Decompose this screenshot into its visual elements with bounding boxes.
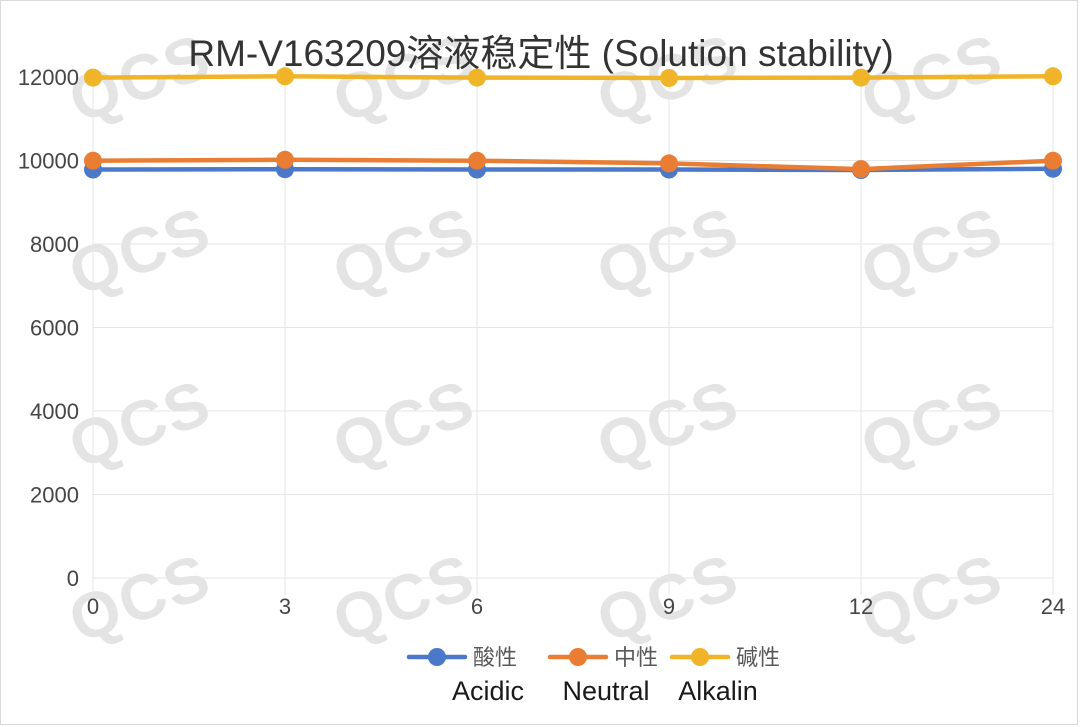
svg-text:9: 9: [663, 594, 675, 619]
svg-text:Alkalin: Alkalin: [678, 676, 758, 706]
svg-text:12: 12: [849, 594, 873, 619]
svg-text:10000: 10000: [18, 149, 79, 174]
svg-text:8000: 8000: [30, 232, 79, 257]
svg-text:0: 0: [87, 594, 99, 619]
svg-text:2000: 2000: [30, 483, 79, 508]
svg-text:6000: 6000: [30, 316, 79, 341]
svg-text:Neutral: Neutral: [562, 676, 649, 706]
svg-text:6: 6: [471, 594, 483, 619]
svg-text:Acidic: Acidic: [452, 676, 524, 706]
svg-text:中性: 中性: [614, 645, 658, 670]
svg-text:12000: 12000: [18, 65, 79, 90]
svg-text:酸性: 酸性: [473, 645, 517, 670]
svg-text:3: 3: [279, 594, 291, 619]
svg-text:碱性: 碱性: [736, 645, 780, 670]
svg-text:24: 24: [1041, 594, 1065, 619]
svg-text:4000: 4000: [30, 399, 79, 424]
svg-text:0: 0: [67, 566, 79, 591]
